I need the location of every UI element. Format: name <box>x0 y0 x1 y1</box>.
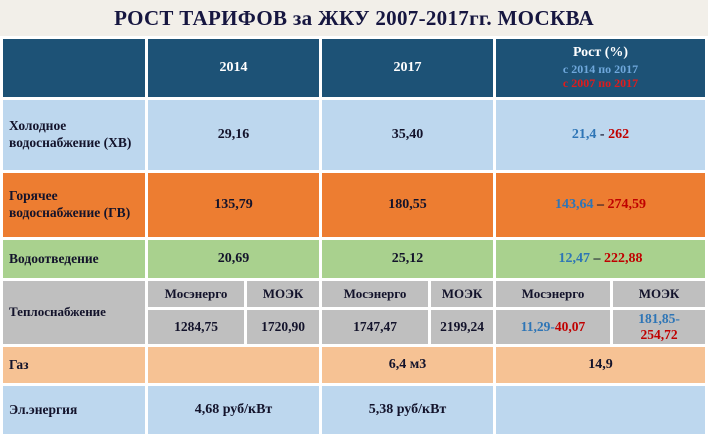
heating-2014-moek-header: МОЭК <box>247 281 319 307</box>
row-heating-subheader: Теплоснабжение Мосэнерго МОЭК Мосэнерго … <box>3 281 705 344</box>
sewerage-2014: 20,69 <box>148 240 319 278</box>
heating-2014-mosenergo-header: Мосэнерго <box>148 281 244 307</box>
page-title: РОСТ ТАРИФОВ за ЖКУ 2007-2017гг. МОСКВА <box>0 0 708 36</box>
heating-2017-moek-header: МОЭК <box>431 281 493 307</box>
row-hot-water: Горячее водоснабжение (ГВ) 135,79 180,55… <box>3 173 705 237</box>
gas-growth: 14,9 <box>496 347 705 383</box>
gas-2017: 6,4 м3 <box>322 347 493 383</box>
header-row: 2014 2017 Рост (%) с 2014 по 2017 с 2007… <box>3 39 705 97</box>
header-2017: 2017 <box>322 39 493 97</box>
hot-water-growth: 143,64 – 274,59 <box>496 173 705 237</box>
sewerage-growth-2007: 222,88 <box>604 251 643 266</box>
heating-label: Теплоснабжение <box>3 281 145 344</box>
sewerage-growth-2014: 12,47 <box>558 251 591 266</box>
cold-water-growth-2014: 21,4 <box>571 127 597 142</box>
hot-water-label: Горячее водоснабжение (ГВ) <box>3 173 145 237</box>
header-corner-cell <box>3 39 145 97</box>
heating-growth-moek-header: МОЭК <box>613 281 705 307</box>
cold-water-2017: 35,40 <box>322 100 493 170</box>
gas-2014 <box>148 347 319 383</box>
row-heating-values: 1284,75 1720,90 1747,47 2199,24 11,29-40… <box>3 310 705 344</box>
hot-water-growth-2014: 143,64 <box>555 197 594 212</box>
hot-water-2017: 180,55 <box>322 173 493 237</box>
row-gas: Газ 6,4 м3 14,9 <box>3 347 705 383</box>
row-electricity: Эл.энергия 4,68 руб/кВт 5,38 руб/кВт <box>3 386 705 434</box>
heating-growth-moek-2014: 181,85- <box>638 311 680 326</box>
hot-water-growth-dash: – <box>593 197 608 212</box>
cold-water-growth-2007: 262 <box>608 127 630 142</box>
tariff-table: 2014 2017 Рост (%) с 2014 по 2017 с 2007… <box>0 36 708 437</box>
heating-2017-mosenergo: 1747,47 <box>322 310 428 344</box>
heating-growth-mosenergo-header: Мосэнерго <box>496 281 610 307</box>
cold-water-label: Холодное водоснабжение (ХВ) <box>3 100 145 170</box>
hot-water-growth-2007: 274,59 <box>607 197 647 212</box>
hot-water-2014: 135,79 <box>148 173 319 237</box>
sewerage-label: Водоотведение <box>3 240 145 278</box>
heating-2014-moek: 1720,90 <box>247 310 319 344</box>
row-sewerage: Водоотведение 20,69 25,12 12,47 – 222,88 <box>3 240 705 278</box>
cold-water-growth-dash: - <box>596 127 609 142</box>
header-growth-title: Рост (%) <box>572 45 629 61</box>
heating-growth-moek-2007: 254,72 <box>640 327 678 342</box>
sewerage-2017: 25,12 <box>322 240 493 278</box>
electricity-growth <box>496 386 705 434</box>
heating-2017-moek: 2199,24 <box>431 310 493 344</box>
sewerage-growth: 12,47 – 222,88 <box>496 240 705 278</box>
cold-water-growth: 21,4 - 262 <box>496 100 705 170</box>
row-cold-water: Холодное водоснабжение (ХВ) 29,16 35,40 … <box>3 100 705 170</box>
heating-growth-mosenergo: 11,29-40,07 <box>496 310 610 344</box>
gas-label: Газ <box>3 347 145 383</box>
electricity-2017: 5,38 руб/кВт <box>322 386 493 434</box>
header-2014: 2014 <box>148 39 319 97</box>
header-growth: Рост (%) с 2014 по 2017 с 2007 по 2017 <box>496 39 705 97</box>
electricity-2014: 4,68 руб/кВт <box>148 386 319 434</box>
cold-water-2014: 29,16 <box>148 100 319 170</box>
sewerage-growth-dash: – <box>590 251 604 266</box>
header-growth-sub-2007-2017: с 2007 по 2017 <box>562 76 639 91</box>
heating-growth-mosenergo-2007: 40,07 <box>554 319 586 334</box>
heating-2017-mosenergo-header: Мосэнерго <box>322 281 428 307</box>
header-growth-sub-2014-2017: с 2014 по 2017 <box>562 62 639 76</box>
heating-growth-moek: 181,85- 254,72 <box>613 310 705 344</box>
electricity-label: Эл.энергия <box>3 386 145 434</box>
heating-2014-mosenergo: 1284,75 <box>148 310 244 344</box>
heating-growth-mosenergo-2014: 11,29- <box>520 319 555 334</box>
